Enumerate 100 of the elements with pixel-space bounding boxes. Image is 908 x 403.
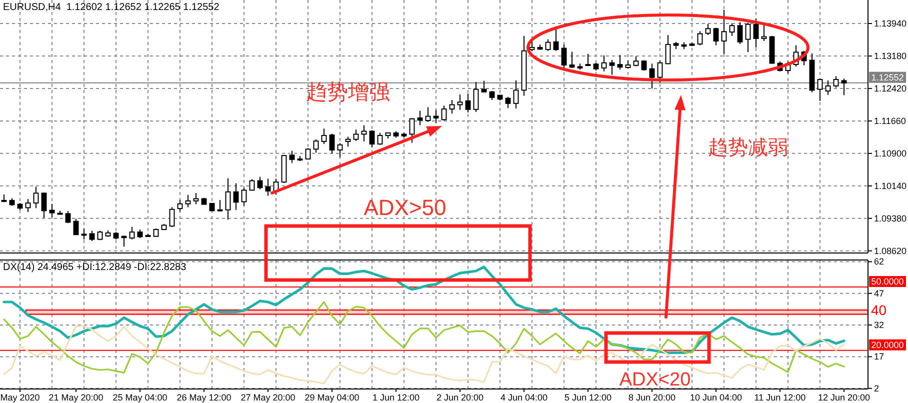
candlestick <box>513 80 519 110</box>
candlestick <box>705 23 711 36</box>
candlestick <box>737 22 743 45</box>
candlestick <box>73 218 79 236</box>
y-tick-label: 1.10140 <box>874 180 907 191</box>
y-tick-label: 17 <box>874 352 884 362</box>
candlestick <box>313 138 319 154</box>
candlestick <box>481 80 487 93</box>
candlestick <box>473 82 479 112</box>
candlestick <box>457 94 463 110</box>
candlestick <box>505 96 511 109</box>
y-tick-label: 1.11660 <box>874 116 906 126</box>
candlestick <box>353 128 359 142</box>
candlestick <box>449 100 455 114</box>
candlestick <box>761 24 767 42</box>
x-tick-label: 2 Jun 20:00 <box>436 392 484 402</box>
y-tick-label: 1.12420 <box>874 83 907 94</box>
x-tick-label: 25 May 04:00 <box>112 392 168 402</box>
candlestick <box>553 27 559 52</box>
candlestick <box>49 203 55 218</box>
candlestick <box>329 133 335 154</box>
ref-line-label: 20.0000 <box>871 340 904 350</box>
y-tick-label: 62 <box>874 256 884 267</box>
candlestick <box>129 226 135 240</box>
chart-title: DX(14) 24.4965 +DI:12.2849 -DI:22.8283 <box>3 262 187 273</box>
candlestick <box>361 124 367 142</box>
x-tick-label: 27 May 20:00 <box>240 392 296 402</box>
candlestick <box>433 109 439 124</box>
annotation: ADX>50 <box>364 195 446 220</box>
candlestick <box>177 200 183 212</box>
x-tick-label: May 2020 <box>0 392 40 402</box>
y-tick-label: 1.13940 <box>874 18 907 29</box>
candlestick <box>185 194 191 208</box>
y-tick-label: 1.09380 <box>874 213 907 224</box>
candlestick <box>833 76 839 88</box>
candlestick <box>33 186 39 209</box>
candlestick <box>65 210 71 224</box>
band-label: 40 <box>871 302 887 318</box>
annotation: 趋势增强 <box>306 81 390 104</box>
x-tick-label: 5 Jun 12:00 <box>564 392 612 402</box>
candlestick <box>841 78 847 96</box>
x-tick-label: 26 May 12:00 <box>176 392 232 402</box>
candlestick <box>409 117 415 144</box>
ref-line-label: 1.12552 <box>871 72 904 82</box>
candlestick <box>753 18 759 48</box>
line-series <box>3 301 845 374</box>
x-tick-label: 21 May 20:00 <box>48 392 104 402</box>
candlestick <box>649 63 655 89</box>
x-tick-label: 8 Jun 20:00 <box>628 392 676 402</box>
x-tick-label: 4 Jun 04:00 <box>500 392 548 402</box>
y-tick-label: 1.10900 <box>874 148 907 158</box>
ref-line-label: 50.0000 <box>871 276 904 287</box>
candlestick <box>321 128 327 145</box>
candlestick <box>441 105 447 122</box>
candlestick <box>41 192 47 218</box>
candlestick <box>169 206 175 228</box>
y-tick-label: 2 <box>874 383 880 394</box>
candlestick <box>345 136 351 148</box>
line-series <box>3 325 845 384</box>
y-tick-label: 32 <box>874 320 884 330</box>
annotation: 趋势减弱 <box>708 137 788 159</box>
candlestick <box>369 130 375 148</box>
candlestick <box>825 80 831 96</box>
chart-title: EURUSD,H4 1.12602 1.12652 1.12265 1.12552 <box>3 2 220 13</box>
candlestick <box>585 53 591 66</box>
candlestick <box>745 22 751 53</box>
candlestick <box>569 51 575 68</box>
candlestick <box>25 198 31 212</box>
candlestick <box>417 110 423 126</box>
x-tick-label: 1 Jun 12:00 <box>372 392 420 402</box>
candlestick <box>729 23 735 36</box>
candlestick <box>337 142 343 158</box>
y-tick-label: 1.08620 <box>874 246 907 256</box>
candlestick <box>721 9 727 54</box>
candlestick <box>377 132 383 146</box>
x-tick-label: 10 Jun 04:00 <box>690 392 742 402</box>
candlestick <box>601 55 607 72</box>
y-tick-label: 1.13180 <box>874 50 907 61</box>
candlestick <box>609 59 615 76</box>
candlestick <box>225 178 231 220</box>
candlestick <box>697 30 703 46</box>
candlestick <box>81 228 87 240</box>
candlestick <box>561 44 567 70</box>
candlestick <box>233 182 239 210</box>
candlestick <box>241 187 247 206</box>
candlestick <box>425 106 431 122</box>
candlestick <box>89 230 95 242</box>
candlestick <box>617 54 623 70</box>
x-tick-label: 12 Jun 20:00 <box>818 392 870 402</box>
y-tick-label: 47 <box>874 288 884 298</box>
candlestick <box>713 27 719 46</box>
candlestick <box>665 34 671 65</box>
candlestick <box>657 60 663 83</box>
x-tick-label: 11 Jun 12:00 <box>754 392 806 402</box>
candlestick <box>545 38 551 52</box>
candlestick <box>817 78 823 102</box>
annotation: ADX<20 <box>619 370 691 390</box>
candlestick <box>289 150 295 164</box>
candlestick <box>465 93 471 113</box>
candlestick <box>193 192 199 205</box>
